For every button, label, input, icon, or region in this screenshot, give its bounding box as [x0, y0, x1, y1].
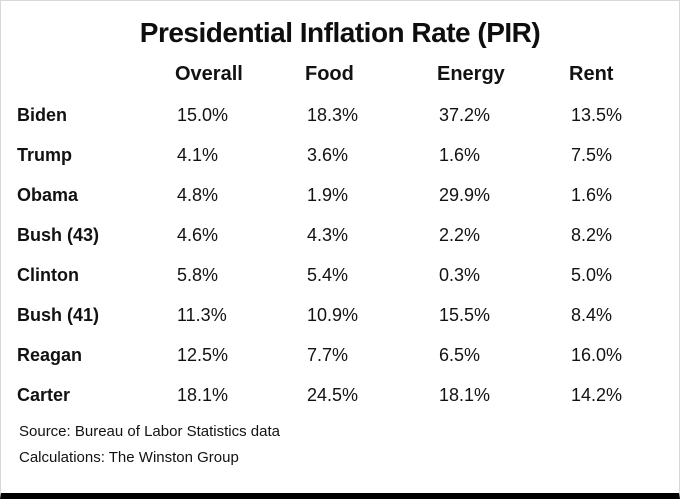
value-cell: 5.4%: [307, 265, 349, 285]
row-label: Bush (41): [17, 305, 100, 325]
value-cell: 0.3%: [439, 265, 481, 285]
pir-table: Overall Food Energy Rent Biden 15.0% 18.…: [17, 53, 663, 415]
value-cell: 29.9%: [439, 185, 491, 205]
value-cell: 7.5%: [571, 145, 613, 165]
row-label: Carter: [17, 385, 71, 405]
row-label: Clinton: [17, 265, 79, 285]
column-header-overall: Overall: [175, 63, 243, 85]
column-header-rent: Rent: [569, 63, 614, 85]
value-cell: 14.2%: [571, 385, 623, 405]
footer: Source: Bureau of Labor Statistics data …: [17, 422, 663, 467]
table-row: Clinton 5.8% 5.4% 0.3% 5.0%: [17, 255, 663, 295]
value-cell: 10.9%: [307, 305, 359, 325]
value-cell: 4.6%: [177, 225, 219, 245]
value-cell: 4.3%: [307, 225, 349, 245]
value-cell: 2.2%: [439, 225, 481, 245]
value-cell: 18.1%: [177, 385, 229, 405]
value-cell: 37.2%: [439, 105, 491, 125]
source-note: Source: Bureau of Labor Statistics data: [19, 423, 280, 440]
value-cell: 3.6%: [307, 145, 349, 165]
value-cell: 5.0%: [571, 265, 613, 285]
table-row: Reagan 12.5% 7.7% 6.5% 16.0%: [17, 335, 663, 375]
value-cell: 16.0%: [571, 345, 623, 365]
table-row: Obama 4.8% 1.9% 29.9% 1.6%: [17, 175, 663, 215]
value-cell: 4.1%: [177, 145, 219, 165]
value-cell: 15.5%: [439, 305, 491, 325]
column-header-energy: Energy: [437, 63, 505, 85]
value-cell: 18.3%: [307, 105, 359, 125]
row-label: Trump: [17, 145, 73, 165]
page-title: Presidential Inflation Rate (PIR): [139, 17, 541, 48]
value-cell: 11.3%: [177, 305, 227, 325]
header-row: Overall Food Energy Rent: [17, 53, 663, 95]
value-cell: 1.6%: [439, 145, 481, 165]
value-cell: 8.2%: [571, 225, 613, 245]
table-row: Biden 15.0% 18.3% 37.2% 13.5%: [17, 95, 663, 135]
value-cell: 5.8%: [177, 265, 219, 285]
table-row: Carter 18.1% 24.5% 18.1% 14.2%: [17, 375, 663, 415]
value-cell: 8.4%: [571, 305, 613, 325]
table-row: Bush (41) 11.3% 10.9% 15.5% 8.4%: [17, 295, 663, 335]
header-spacer: [17, 53, 175, 95]
value-cell: 1.9%: [307, 185, 349, 205]
value-cell: 24.5%: [307, 385, 359, 405]
row-label: Reagan: [17, 345, 83, 365]
value-cell: 6.5%: [439, 345, 481, 365]
value-cell: 18.1%: [439, 385, 491, 405]
value-cell: 7.7%: [307, 345, 349, 365]
table-row: Trump 4.1% 3.6% 1.6% 7.5%: [17, 135, 663, 175]
row-label: Biden: [17, 105, 68, 125]
column-header-food: Food: [305, 63, 354, 85]
value-cell: 4.8%: [177, 185, 219, 205]
row-label: Bush (43): [17, 225, 100, 245]
calculations-note: Calculations: The Winston Group: [19, 449, 239, 466]
value-cell: 1.6%: [571, 185, 613, 205]
row-label: Obama: [17, 185, 79, 205]
value-cell: 13.5%: [571, 105, 623, 125]
value-cell: 12.5%: [177, 345, 229, 365]
value-cell: 15.0%: [177, 105, 229, 125]
table-row: Bush (43) 4.6% 4.3% 2.2% 8.2%: [17, 215, 663, 255]
